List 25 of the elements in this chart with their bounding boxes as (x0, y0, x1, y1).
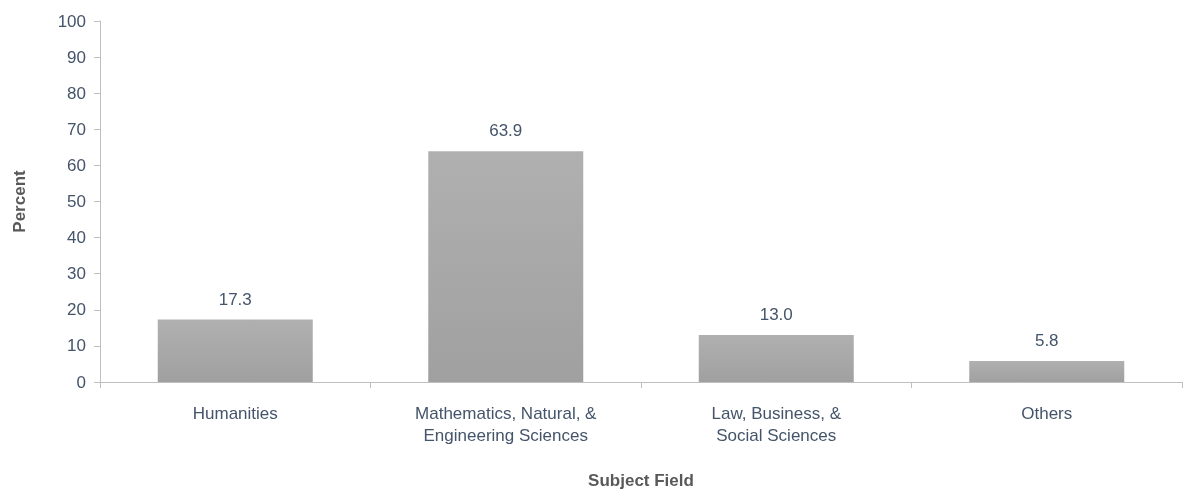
y-tick-label: 30 (67, 264, 86, 284)
y-tick-label: 80 (67, 83, 86, 103)
data-label: 63.9 (489, 121, 523, 141)
y-axis-title: Percent (10, 169, 29, 233)
x-tick-label: Others (1021, 403, 1073, 423)
y-tick-label: 90 (67, 47, 86, 67)
x-tick-label: Mathematics, Natural, & Engineering Sciences (415, 403, 598, 445)
y-tick-label: 50 (67, 192, 86, 211)
bar (428, 151, 584, 382)
y-tick-label: 40 (67, 228, 86, 248)
bar (698, 335, 854, 382)
y-tick-label: 0 (76, 372, 86, 392)
y-tick-label: 70 (67, 119, 86, 139)
x-axis-title: Subject Field (588, 471, 694, 490)
y-tick-label: 60 (67, 155, 86, 175)
data-label: 13.0 (759, 305, 793, 325)
x-tick-label: Law, Business, & Social Sciences (711, 403, 842, 445)
y-tick-label: 10 (67, 336, 86, 356)
y-tick-label: 20 (67, 300, 86, 320)
bar (157, 319, 313, 382)
data-label: 17.3 (218, 289, 252, 309)
data-label: 5.8 (1034, 331, 1059, 351)
bar (969, 361, 1125, 382)
x-tick-label: Humanities (192, 403, 278, 423)
y-tick-label: 100 (57, 11, 86, 31)
